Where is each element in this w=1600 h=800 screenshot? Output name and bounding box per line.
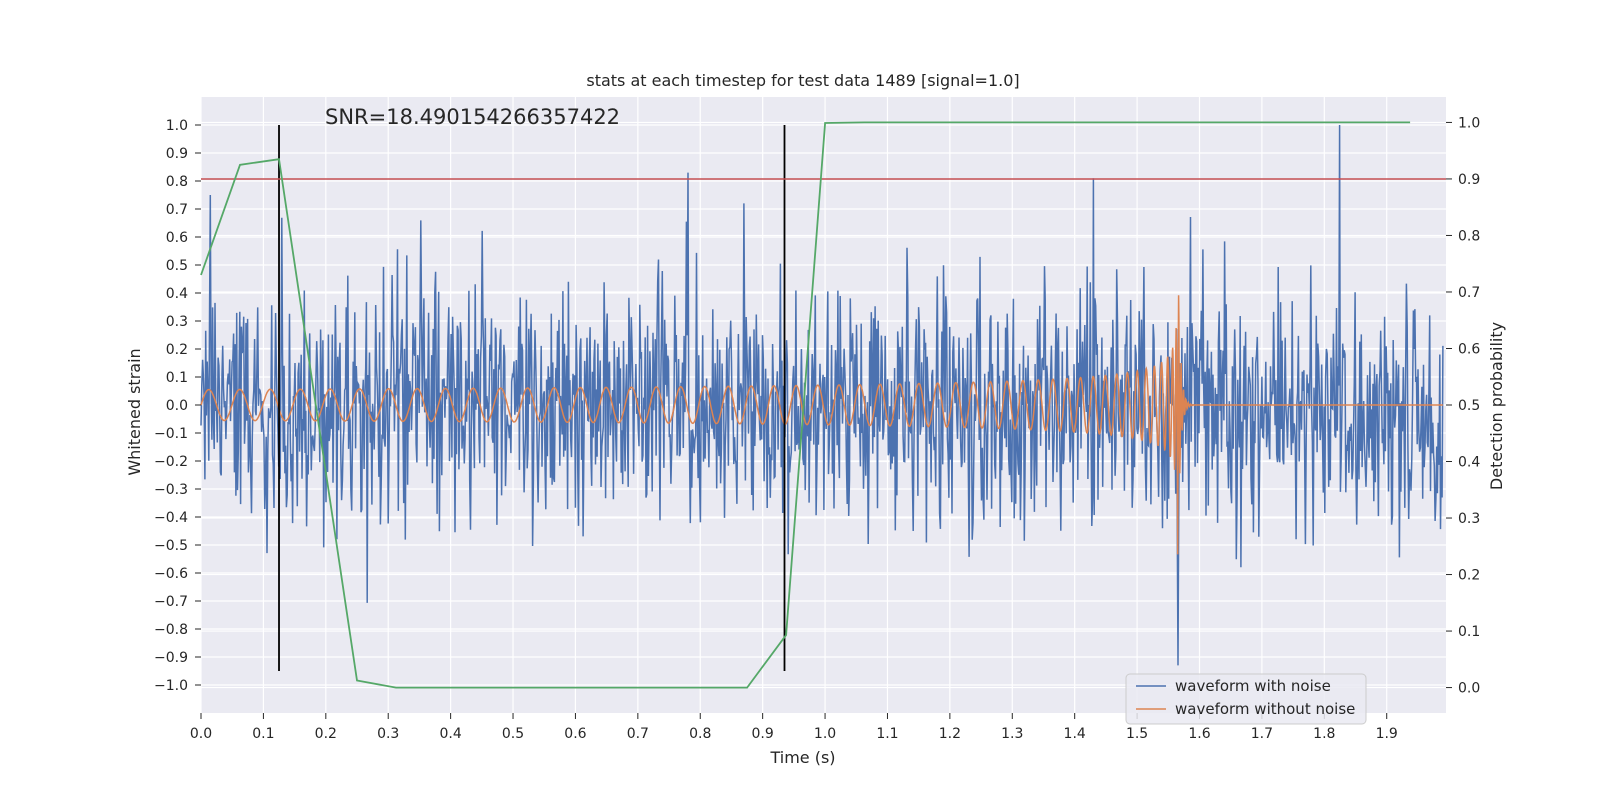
x-tick-label: 1.7 (1251, 726, 1273, 742)
y-tick-label: 0.4 (166, 286, 188, 302)
y-tick-label: −0.2 (154, 454, 188, 470)
y-tick-label: 0.0 (166, 398, 188, 414)
y-tick-label: 0.8 (166, 174, 188, 190)
y2-tick-label: 0.9 (1458, 172, 1480, 188)
y2-tick-label: 0.0 (1458, 681, 1480, 697)
x-tick-label: 1.4 (1064, 726, 1086, 742)
legend-label-noise: waveform with noise (1175, 677, 1331, 695)
y2-tick-label: 0.1 (1458, 624, 1480, 640)
y-tick-label: 0.9 (166, 146, 188, 162)
x-tick-label: 1.0 (814, 726, 836, 742)
vertical-markers (278, 125, 786, 671)
y-tick-labels: 1.0 0.9 0.8 0.7 0.6 0.5 0.4 0.3 0.2 0.1 0.0 −0.1 −0.… (154, 118, 201, 694)
y-tick-label: −0.8 (154, 622, 188, 638)
x-tick-labels: 0.0 0.1 0.2 0.3 0.4 0.5 0.6 0.7 0.8 0.9 1.0 1.1 1.2 1… (190, 713, 1398, 742)
y-tick-label: −0.7 (154, 594, 188, 610)
y-tick-label: 0.5 (166, 258, 188, 274)
y-tick-label: 0.7 (166, 202, 188, 218)
x-tick-label: 1.9 (1376, 726, 1398, 742)
y2-tick-label: 0.7 (1458, 285, 1480, 301)
x-axis-label: Time (s) (769, 748, 835, 767)
y-tick-label: 0.1 (166, 370, 188, 386)
y2-tick-label: 1.0 (1458, 115, 1480, 131)
x-tick-label: 1.6 (1188, 726, 1210, 742)
y2-tick-label: 0.3 (1458, 511, 1480, 527)
probability-series-group (200, 121, 1411, 689)
y-tick-label: −0.5 (154, 538, 188, 554)
y2-tick-label: 0.4 (1458, 455, 1480, 471)
y-tick-label: 1.0 (166, 118, 188, 134)
x-tick-label: 0.1 (252, 726, 274, 742)
y2-tick-labels: 0.0 0.1 0.2 0.3 0.4 0.5 0.6 0.7 0.8 0.9 1.0 (1446, 115, 1480, 697)
legend-label-clean: waveform without noise (1175, 700, 1355, 718)
chart-title: stats at each timestep for test data 148… (586, 71, 1019, 90)
legend-box (1125, 673, 1367, 725)
x-tick-label: 1.5 (1126, 726, 1148, 742)
y-tick-label: 0.6 (166, 230, 188, 246)
y2-tick-label: 0.6 (1458, 341, 1480, 357)
x-tick-label: 0.0 (190, 726, 212, 742)
y-tick-label: −0.9 (154, 650, 188, 666)
y2-axis-label: Detection probability (1487, 322, 1506, 490)
x-tick-label: 1.2 (939, 726, 961, 742)
chirp-series-group (200, 295, 1443, 555)
y-tick-label: −0.6 (154, 566, 188, 582)
x-tick-label: 1.8 (1313, 726, 1335, 742)
y-tick-label: −1.0 (154, 678, 188, 694)
y-tick-label: −0.4 (154, 510, 188, 526)
x-tick-label: 0.9 (752, 726, 774, 742)
y2-tick-label: 0.5 (1458, 398, 1480, 414)
y-tick-label: 0.2 (166, 342, 188, 358)
series-line-waveform-without-noise (200, 295, 1443, 555)
y-axis-label: Whitened strain (125, 348, 144, 475)
x-tick-label: 1.1 (876, 726, 898, 742)
snr-annotation: SNR=18.490154266357422 (325, 105, 620, 129)
y2-tick-label: 0.2 (1458, 568, 1480, 584)
y-tick-label: −0.1 (154, 426, 188, 442)
x-tick-label: 0.4 (439, 726, 461, 742)
x-tick-label: 0.7 (627, 726, 649, 742)
x-tick-label: 0.2 (315, 726, 337, 742)
x-tick-label: 0.3 (377, 726, 399, 742)
y2-tick-label: 0.8 (1458, 228, 1480, 244)
y-tick-label: 0.3 (166, 314, 188, 330)
legend: waveform with noise waveform without noi… (1125, 673, 1367, 725)
series-line-detection-probability (200, 121, 1411, 689)
x-tick-label: 0.5 (502, 726, 524, 742)
x-tick-label: 0.8 (689, 726, 711, 742)
x-tick-label: 0.6 (564, 726, 586, 742)
y-tick-label: −0.3 (154, 482, 188, 498)
x-tick-label: 1.3 (1001, 726, 1023, 742)
